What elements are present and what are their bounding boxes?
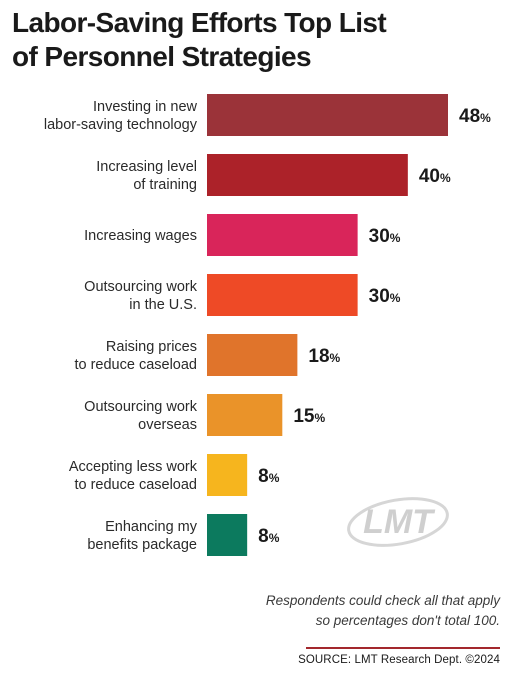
value-label-3: 30%: [369, 226, 401, 247]
bar-5: [207, 334, 298, 376]
footnote-line-1: Respondents could check all that apply: [265, 593, 500, 608]
category-label-8: Enhancing my benefits package: [87, 519, 197, 553]
bar-4: [207, 274, 358, 316]
category-label-2: Increasing level of training: [96, 159, 197, 193]
chart-title: Labor-Saving Efforts Top List of Personn…: [12, 6, 387, 74]
source-credit: SOURCE: LMT Research Dept. ©2024: [298, 654, 500, 666]
category-label-7: Accepting less work to reduce caseload: [69, 459, 198, 493]
value-label-6: 15%: [293, 406, 325, 427]
bar-2: [207, 154, 408, 196]
value-label-2: 40%: [419, 166, 451, 187]
value-label-7: 8%: [258, 466, 280, 487]
value-label-4: 30%: [369, 286, 401, 307]
category-label-6: Outsourcing work overseas: [84, 399, 198, 433]
category-label-3: Increasing wages: [84, 228, 197, 244]
logo-text: LMT: [363, 503, 436, 541]
bar-chart: Investing in new labor-saving technology 4…: [44, 94, 491, 556]
bar-7: [207, 454, 248, 496]
category-label-4: Outsourcing work in the U.S.: [84, 279, 198, 313]
lmt-logo: LMT: [347, 497, 449, 547]
bar-8: [207, 514, 248, 556]
value-label-8: 8%: [258, 526, 280, 547]
footnote-line-2: so percentages don't total 100.: [315, 613, 500, 628]
bar-3: [207, 214, 358, 256]
bar-1: [207, 94, 448, 136]
value-label-5: 18%: [308, 346, 340, 367]
footnote: Respondents could check all that apply s…: [266, 591, 500, 631]
category-label-5: Raising prices to reduce caseload: [74, 339, 197, 373]
title-line-1: Labor-Saving Efforts Top List: [12, 7, 387, 38]
value-label-1: 48%: [459, 106, 491, 127]
category-label-1: Investing in new labor-saving technology: [44, 99, 198, 133]
bar-6: [207, 394, 283, 436]
title-line-2: of Personnel Strategies: [12, 41, 312, 72]
source-divider: [306, 647, 500, 649]
